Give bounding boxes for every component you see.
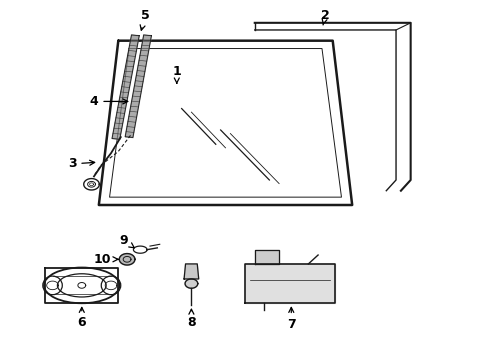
- Polygon shape: [125, 35, 151, 138]
- Text: 4: 4: [90, 95, 128, 108]
- Polygon shape: [245, 264, 335, 303]
- Polygon shape: [184, 264, 199, 279]
- Polygon shape: [185, 279, 198, 288]
- Text: 3: 3: [68, 157, 95, 170]
- Polygon shape: [255, 249, 279, 264]
- Text: 6: 6: [77, 307, 86, 329]
- Polygon shape: [119, 253, 135, 265]
- Text: 8: 8: [187, 309, 196, 329]
- Text: 5: 5: [140, 9, 149, 30]
- Text: 9: 9: [120, 234, 134, 248]
- Text: 1: 1: [172, 64, 181, 84]
- Text: 10: 10: [94, 253, 118, 266]
- Text: 2: 2: [321, 9, 330, 25]
- Polygon shape: [112, 35, 139, 139]
- Text: 7: 7: [287, 307, 295, 331]
